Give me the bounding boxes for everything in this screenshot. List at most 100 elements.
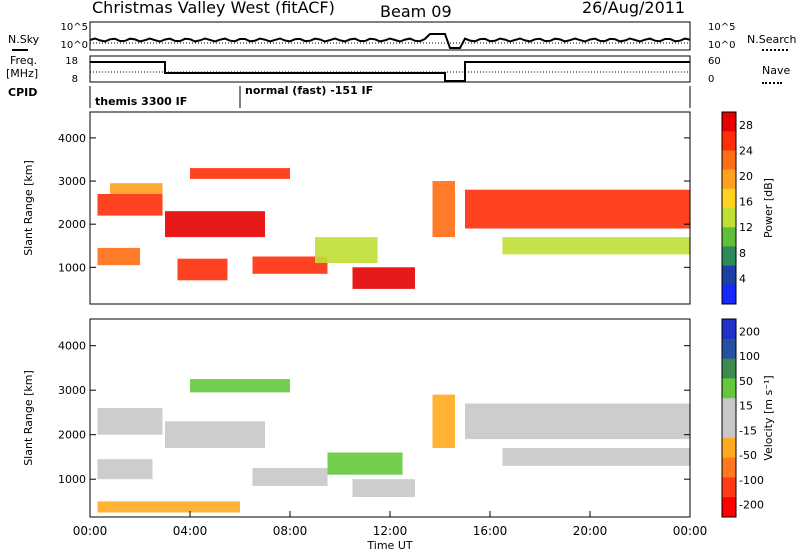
y-tick-label: 2000 xyxy=(58,218,86,231)
colorbar-swatch xyxy=(722,208,736,228)
velocity-ylabel: Slant Range [km] xyxy=(22,370,35,466)
nave-legend-line xyxy=(762,82,782,84)
echo-band xyxy=(252,256,328,274)
colorbar-swatch xyxy=(722,398,736,419)
freq-unit-label: [MHz] xyxy=(6,67,39,80)
y-tick-label: 1000 xyxy=(58,473,86,486)
colorbar-tick-label: 100 xyxy=(739,350,760,363)
x-tick-label: 04:00 xyxy=(173,524,208,538)
y-tick-label: 1000 xyxy=(58,261,86,274)
noise-left-tick-bottom: 10^0 xyxy=(61,40,88,51)
date-label: 26/Aug/2011 xyxy=(582,0,686,17)
colorbar-swatch xyxy=(722,319,736,340)
colorbar-tick-label: -200 xyxy=(739,499,764,512)
echo-band xyxy=(465,403,690,440)
x-tick-label: 12:00 xyxy=(373,524,408,538)
colorbar-swatch xyxy=(722,497,736,518)
colorbar-swatch xyxy=(722,227,736,247)
echo-band xyxy=(97,459,153,480)
colorbar-frame xyxy=(721,111,737,305)
y-tick-label: 4000 xyxy=(58,132,86,145)
colorbar-swatch xyxy=(722,338,736,360)
noise-panel: 10^5 10^0 10^5 10^0 xyxy=(61,21,735,51)
power-panel: 1000 2000 3000 4000 Slant Range [km] 4 8 12 16… xyxy=(22,111,775,305)
nsearch-legend-line xyxy=(762,49,788,51)
velocity-panel: 1000 2000 3000 4000 Slant Range [km] 200 100… xyxy=(22,318,775,552)
colorbar-swatch xyxy=(722,418,736,439)
freq-label: Freq. xyxy=(10,54,38,67)
echo-band xyxy=(190,379,290,393)
x-tick-label: 00:00 xyxy=(73,524,108,538)
echo-band xyxy=(165,421,265,448)
freq-left-tick-top: 18 xyxy=(65,56,78,67)
plot-title: Christmas Valley West (fitACF) xyxy=(92,0,335,17)
colorbar-swatch xyxy=(722,437,736,459)
velocity-colorbar-label: Velocity [m s⁻¹] xyxy=(762,375,775,460)
noise-sky-line xyxy=(89,33,691,49)
noise-right-tick-bottom: 10^0 xyxy=(708,40,735,51)
colorbar-tick-label: 8 xyxy=(739,247,746,260)
colorbar-swatch xyxy=(722,112,736,132)
echo-band xyxy=(252,468,328,486)
nsearch-label: N.Search xyxy=(747,33,797,46)
colorbar-swatch xyxy=(722,265,736,286)
echo-band xyxy=(465,189,690,229)
noise-right-tick-top: 10^5 xyxy=(708,22,735,33)
colorbar-swatch xyxy=(722,150,736,171)
echo-band xyxy=(97,194,163,216)
y-tick-label: 3000 xyxy=(58,384,86,397)
power-colorbar-label: Power [dB] xyxy=(762,178,775,238)
nsky-label: N.Sky xyxy=(8,33,40,46)
echo-band xyxy=(352,267,415,289)
colorbar-swatch xyxy=(722,169,736,190)
power-ylabel: Slant Range [km] xyxy=(22,160,35,256)
echo-band xyxy=(165,211,265,238)
noise-left-tick-top: 10^5 xyxy=(61,22,88,33)
freq-right-tick-top: 60 xyxy=(708,56,721,67)
echo-band xyxy=(502,448,690,466)
echo-band xyxy=(432,181,455,238)
echo-band xyxy=(352,479,415,497)
colorbar-tick-label: 200 xyxy=(739,325,760,338)
freq-panel: 18 8 60 0 xyxy=(65,55,721,85)
x-tick-label: 16:00 xyxy=(473,524,508,538)
cpid-panel: themis 3300 IF normal (fast) -151 IF xyxy=(89,84,691,108)
echo-band xyxy=(190,168,290,179)
colorbar-tick-label: -50 xyxy=(739,449,757,462)
colorbar-swatch xyxy=(722,246,736,267)
echo-band xyxy=(432,394,455,448)
colorbar-tick-label: -15 xyxy=(739,424,757,437)
cpid-mode-themis: themis 3300 IF xyxy=(95,95,187,108)
echo-band xyxy=(97,408,163,435)
colorbar-tick-label: 16 xyxy=(739,196,753,209)
colorbar-swatch xyxy=(722,188,736,209)
colorbar-swatch xyxy=(722,131,736,151)
colorbar-tick-label: 50 xyxy=(739,375,753,388)
freq-right-tick-bottom: 0 xyxy=(708,74,714,85)
x-axis-label: Time UT xyxy=(366,539,412,552)
echo-band xyxy=(97,501,240,513)
colorbar-swatch xyxy=(722,477,736,498)
cpid-mode-normal: normal (fast) -151 IF xyxy=(245,84,373,97)
y-tick-label: 4000 xyxy=(58,340,86,353)
colorbar-tick-label: 24 xyxy=(739,144,753,157)
colorbar-swatch xyxy=(722,457,736,478)
echo-band xyxy=(97,247,140,266)
y-tick-label: 2000 xyxy=(58,429,86,442)
colorbar-swatch xyxy=(722,378,736,399)
y-tick-label: 3000 xyxy=(58,175,86,188)
echo-band xyxy=(315,237,378,263)
freq-line xyxy=(90,61,690,82)
colorbar-tick-label: 4 xyxy=(739,272,746,285)
echo-band xyxy=(327,452,403,475)
colorbar-tick-label: -100 xyxy=(739,474,764,487)
echo-band xyxy=(502,237,690,255)
colorbar-swatch xyxy=(722,284,736,305)
colorbar-tick-label: 20 xyxy=(739,170,753,183)
colorbar-tick-label: 28 xyxy=(739,119,753,132)
nave-label: Nave xyxy=(762,64,791,77)
freq-left-tick-bottom: 8 xyxy=(72,74,78,85)
colorbar-tick-label: 12 xyxy=(739,221,753,234)
